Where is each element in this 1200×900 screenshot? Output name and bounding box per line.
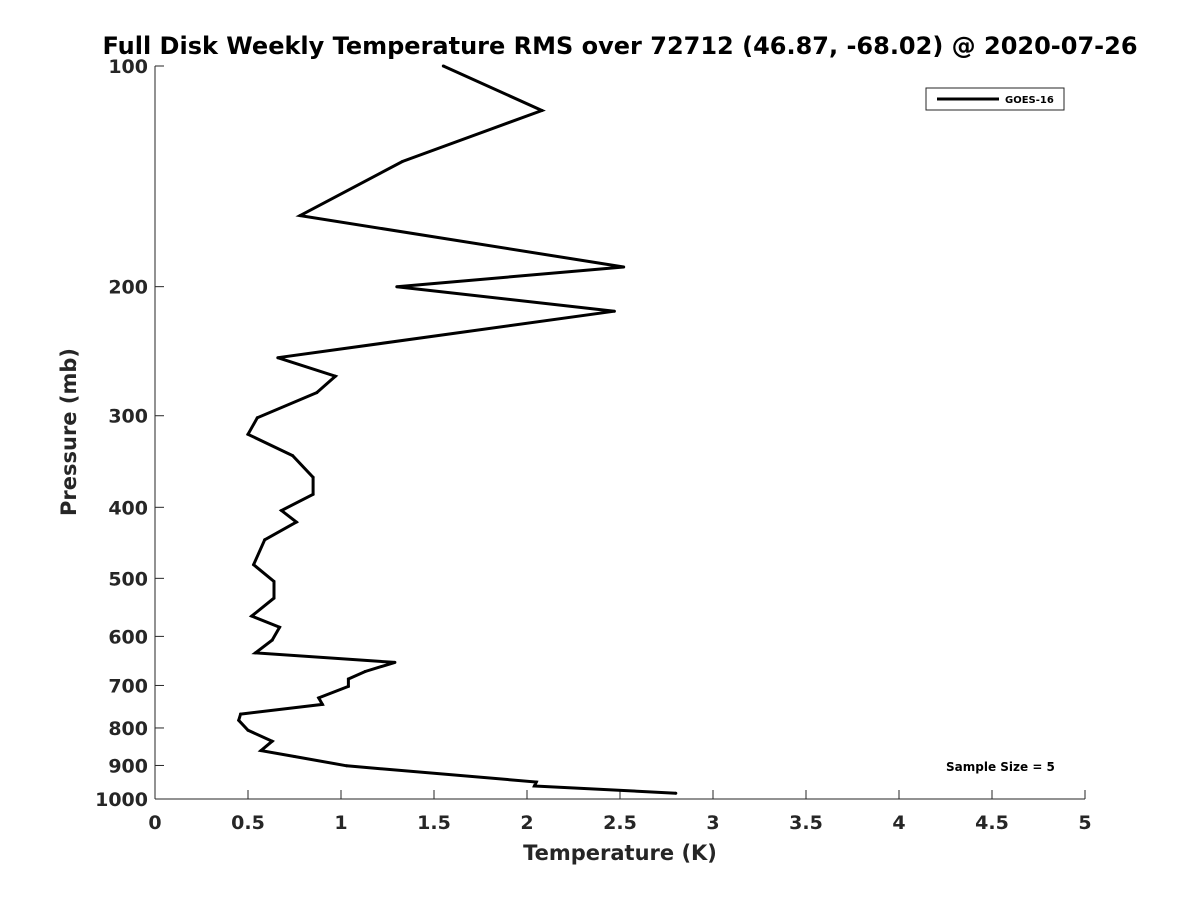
y-tick-label: 700	[108, 675, 148, 697]
data-point	[363, 670, 367, 673]
y-tick-label: 100	[108, 56, 148, 78]
data-point	[259, 749, 263, 753]
series-layer	[237, 64, 678, 795]
data-point	[317, 696, 321, 700]
x-axis-label: Temperature (K)	[523, 841, 717, 865]
data-point	[280, 509, 283, 512]
data-point	[298, 214, 302, 218]
data-point	[263, 538, 267, 542]
data-point	[311, 492, 315, 496]
data-point	[333, 374, 337, 378]
data-point	[276, 356, 280, 360]
y-tick-label: 800	[108, 718, 148, 740]
x-tick-label: 0	[148, 812, 161, 834]
data-point	[400, 160, 404, 163]
data-point	[252, 563, 256, 567]
data-point	[393, 660, 397, 664]
x-tick-label: 3	[706, 812, 719, 834]
x-tick-label: 5	[1078, 812, 1091, 834]
data-point	[441, 64, 445, 68]
data-point	[246, 432, 250, 436]
data-point	[239, 712, 243, 716]
data-point	[534, 780, 538, 784]
y-tick-label: 600	[108, 626, 148, 648]
x-tick-label: 0.5	[231, 812, 265, 834]
data-point	[395, 285, 399, 289]
data-point	[346, 684, 350, 688]
y-tick-label: 1000	[95, 789, 148, 811]
data-point	[270, 739, 274, 743]
y-tick-label: 200	[108, 277, 148, 299]
data-point	[237, 718, 241, 722]
data-point	[270, 638, 274, 642]
x-tick-label: 1.5	[417, 812, 451, 834]
x-ticks: 0 0.5 1 1.5 2 2.5 3 3.5 4 4.5 5	[148, 790, 1092, 834]
data-point	[540, 109, 544, 112]
y-tick-label: 900	[108, 755, 148, 777]
data-point	[311, 475, 315, 479]
x-tick-label: 2	[520, 812, 533, 834]
data-point	[291, 454, 295, 458]
chart-title: Full Disk Weekly Temperature RMS over 72…	[102, 32, 1137, 60]
data-point	[293, 755, 296, 758]
sample-size-annotation: Sample Size = 5	[946, 760, 1055, 774]
data-point	[315, 391, 319, 395]
legend: GOES-16	[925, 87, 1065, 111]
y-tick-label: 300	[108, 406, 148, 428]
data-point	[674, 791, 678, 795]
data-point	[622, 265, 626, 269]
x-tick-label: 3.5	[789, 812, 823, 834]
data-point	[272, 580, 276, 583]
x-tick-label: 2.5	[603, 812, 637, 834]
y-tick-label: 400	[108, 497, 148, 519]
data-point	[278, 625, 282, 629]
data-point	[246, 728, 250, 732]
data-point	[294, 520, 298, 524]
data-point	[272, 596, 276, 600]
y-ticks: 100 200 300 400 500 600 700 800 900 1000	[95, 56, 164, 811]
y-tick-label: 500	[108, 568, 148, 590]
y-axis-label: Pressure (mb)	[57, 348, 81, 516]
x-tick-label: 4.5	[975, 812, 1009, 834]
legend-label-goes16: GOES-16	[1005, 95, 1054, 106]
data-point	[346, 677, 350, 681]
data-point	[320, 702, 324, 706]
x-tick-label: 4	[892, 812, 905, 834]
data-point	[253, 651, 257, 655]
data-point	[345, 764, 349, 768]
data-point	[532, 784, 536, 788]
data-point	[255, 416, 259, 420]
x-tick-label: 1	[334, 812, 347, 834]
data-point	[612, 309, 616, 313]
data-point	[250, 614, 254, 618]
